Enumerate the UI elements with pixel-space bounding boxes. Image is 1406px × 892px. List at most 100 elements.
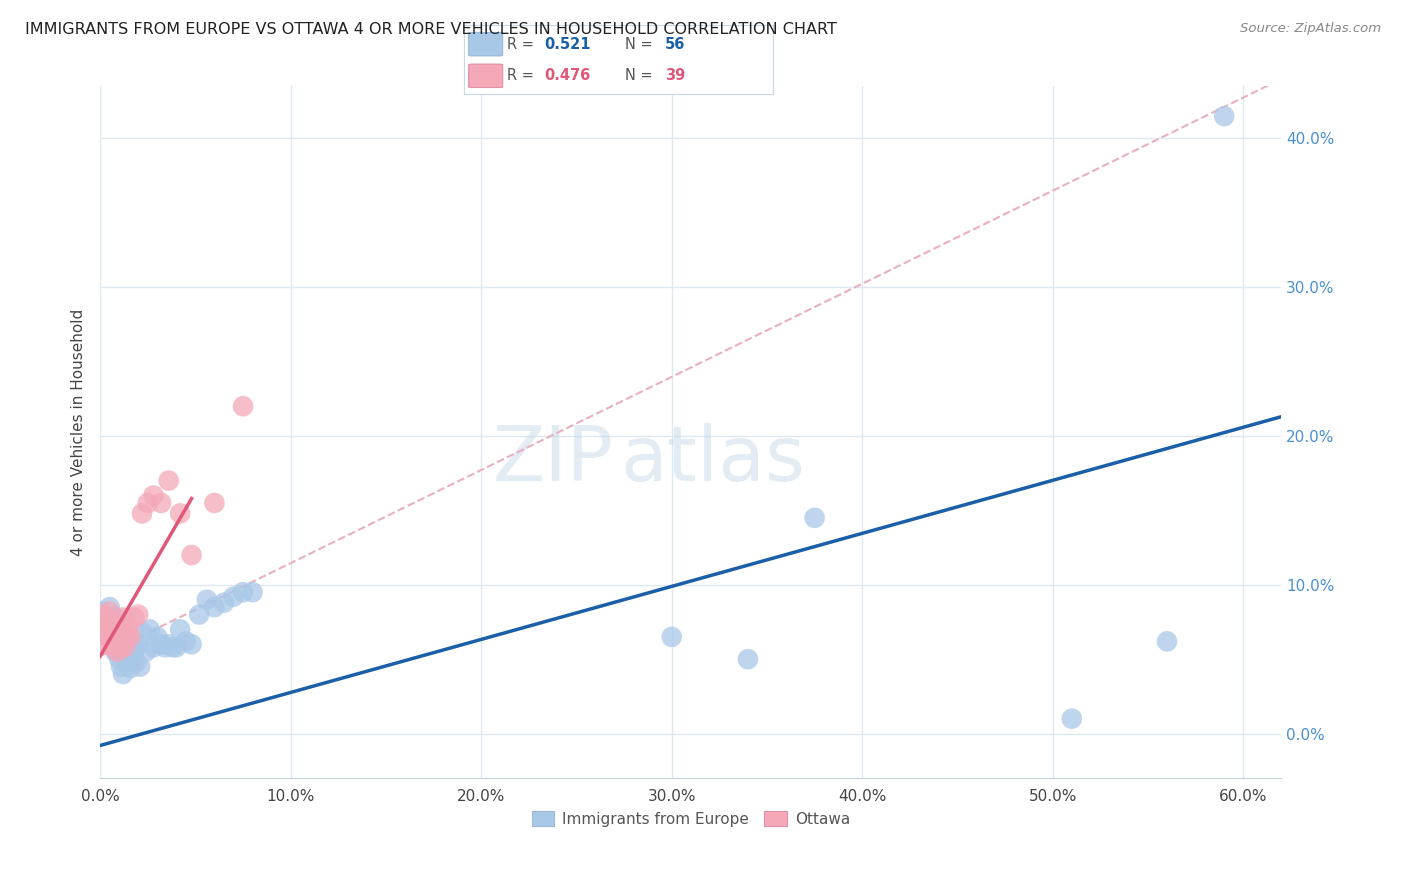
Text: R =: R = — [508, 37, 538, 52]
Point — [180, 637, 202, 651]
Point — [108, 652, 131, 666]
Point — [142, 489, 165, 503]
Point — [98, 600, 121, 615]
Point — [104, 634, 127, 648]
Point — [204, 600, 226, 615]
Point — [110, 637, 132, 651]
Point — [146, 630, 169, 644]
Point — [97, 619, 120, 633]
Point — [232, 585, 254, 599]
Text: N =: N = — [624, 37, 657, 52]
Point — [157, 474, 180, 488]
Point — [93, 614, 115, 628]
Point — [162, 640, 184, 655]
Point — [661, 630, 683, 644]
Point — [124, 643, 146, 657]
Point — [118, 640, 141, 655]
Point — [135, 645, 157, 659]
Point — [195, 592, 218, 607]
Point — [105, 630, 128, 644]
Point — [242, 585, 264, 599]
Point — [94, 610, 117, 624]
Point — [188, 607, 211, 622]
Point — [94, 625, 117, 640]
Point — [222, 590, 245, 604]
FancyBboxPatch shape — [468, 64, 503, 87]
Point — [108, 623, 131, 637]
Point — [118, 619, 141, 633]
Point — [97, 630, 120, 644]
Point — [110, 619, 132, 633]
Point — [129, 659, 152, 673]
Point — [120, 630, 142, 644]
Point — [118, 634, 141, 648]
Point — [169, 623, 191, 637]
Text: 0.476: 0.476 — [544, 69, 591, 83]
Point — [108, 640, 131, 655]
Point — [125, 655, 148, 669]
Point — [803, 511, 825, 525]
Point — [97, 615, 120, 629]
Point — [103, 640, 125, 655]
Point — [131, 625, 153, 640]
Point — [114, 625, 136, 640]
Text: 0.521: 0.521 — [544, 37, 591, 52]
Point — [165, 640, 187, 655]
Point — [127, 607, 149, 622]
Point — [94, 625, 117, 640]
Point — [232, 399, 254, 413]
Point — [111, 610, 134, 624]
Point — [150, 637, 173, 651]
Point — [115, 630, 138, 644]
Point — [114, 640, 136, 655]
Point — [212, 596, 235, 610]
Point — [114, 637, 136, 651]
Point — [157, 637, 180, 651]
Point — [174, 634, 197, 648]
Point — [121, 652, 143, 666]
Point — [111, 645, 134, 659]
Point — [111, 630, 134, 644]
Point — [100, 623, 122, 637]
Point — [104, 619, 127, 633]
Point — [131, 507, 153, 521]
Point — [124, 610, 146, 624]
Point — [1156, 634, 1178, 648]
Text: R =: R = — [508, 69, 538, 83]
Point — [103, 625, 125, 640]
Text: ZIP: ZIP — [494, 423, 614, 497]
Point — [120, 661, 142, 675]
Point — [1213, 109, 1236, 123]
Point — [111, 667, 134, 681]
Point — [169, 507, 191, 521]
Point — [110, 625, 132, 640]
Point — [98, 605, 121, 619]
Point — [91, 605, 114, 619]
Point — [105, 630, 128, 644]
Point — [153, 640, 176, 655]
Point — [91, 637, 114, 651]
Point — [136, 496, 159, 510]
Legend: Immigrants from Europe, Ottawa: Immigrants from Europe, Ottawa — [526, 805, 856, 833]
Point — [93, 619, 115, 633]
Point — [100, 637, 122, 651]
Text: 56: 56 — [665, 37, 685, 52]
Text: Source: ZipAtlas.com: Source: ZipAtlas.com — [1240, 22, 1381, 36]
Point — [105, 640, 128, 655]
Point — [142, 640, 165, 655]
Point — [104, 610, 127, 624]
Point — [127, 637, 149, 651]
Point — [98, 630, 121, 644]
Point — [100, 615, 122, 629]
Point — [103, 637, 125, 651]
Point — [204, 496, 226, 510]
Point — [104, 645, 127, 659]
Point — [98, 623, 121, 637]
FancyBboxPatch shape — [468, 32, 503, 56]
Y-axis label: 4 or more Vehicles in Household: 4 or more Vehicles in Household — [72, 309, 86, 556]
Point — [1060, 712, 1083, 726]
Point — [180, 548, 202, 562]
Point — [138, 623, 160, 637]
Point — [114, 649, 136, 664]
Point — [737, 652, 759, 666]
